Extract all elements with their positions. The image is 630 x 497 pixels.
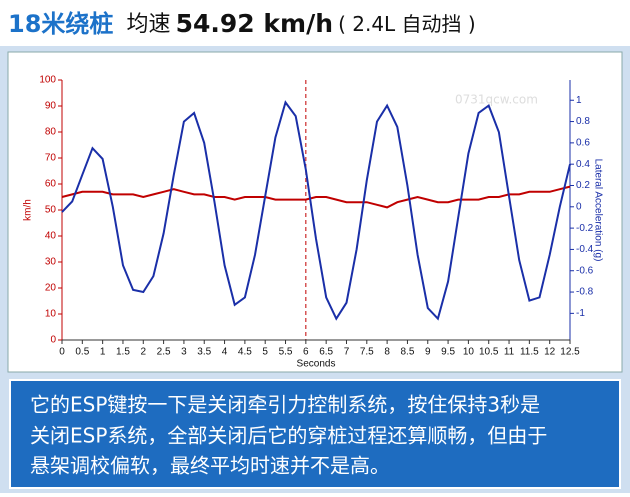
x-tick-label: 2.5 — [157, 347, 171, 358]
caption-box — [9, 379, 621, 489]
y2-tick-label: 1 — [576, 95, 582, 106]
header-spec: ( 2.4L 自动挡 ) — [338, 12, 476, 36]
x-tick-label: 8.5 — [400, 347, 414, 358]
header-speed: 54.92 km/h — [176, 9, 333, 38]
watermark: 0731qcw.com — [455, 93, 538, 107]
y2-tick-label: -1 — [576, 308, 585, 319]
x-tick-label: 7 — [344, 347, 350, 358]
x-tick-label: 5.5 — [279, 347, 293, 358]
x-tick-label: 11 — [504, 347, 515, 358]
y-tick-label: 50 — [45, 205, 57, 216]
x-tick-label: 1 — [100, 347, 106, 358]
x-tick-label: 7.5 — [360, 347, 374, 358]
header: 18米绕桩 均速 54.92 km/h ( 2.4L 自动挡 ) — [8, 9, 476, 38]
y2-axis-label: Lateral Acceleration (g) — [592, 159, 603, 262]
y-tick-label: 30 — [45, 257, 57, 268]
y2-tick-label: -0.4 — [576, 244, 594, 255]
y2-tick-label: 0.2 — [576, 180, 590, 191]
y-tick-label: 10 — [45, 309, 57, 320]
series-line — [61, 185, 571, 209]
x-tick-label: 6.5 — [319, 347, 333, 358]
series-line — [61, 100, 571, 321]
x-tick-label: 4 — [222, 347, 228, 358]
x-tick-label: 9.5 — [441, 347, 455, 358]
y-tick-label: 80 — [45, 127, 57, 138]
x-tick-label: 1.5 — [116, 347, 130, 358]
caption-line: 关闭ESP系统，全部关闭后它的穿桩过程还算顺畅，但由于 — [30, 424, 547, 448]
y2-tick-label: -0.6 — [576, 265, 594, 276]
y-tick-label: 70 — [45, 153, 57, 164]
y2-tick-label: 0.8 — [576, 116, 590, 127]
y2-tick-label: -0.2 — [576, 223, 594, 234]
x-tick-label: 3 — [181, 347, 187, 358]
header-label: 均速 — [127, 12, 171, 37]
x-tick-label: 6 — [303, 347, 309, 358]
y2-tick-label: 0.4 — [576, 159, 590, 170]
y-tick-label: 0 — [50, 335, 56, 346]
x-tick-label: 12.5 — [560, 347, 580, 358]
y-tick-label: 20 — [45, 283, 57, 294]
x-tick-label: 11.5 — [520, 347, 539, 358]
x-tick-label: 0 — [59, 347, 65, 358]
header-title: 18米绕桩 — [8, 10, 113, 38]
x-tick-label: 2 — [140, 347, 146, 358]
x-axis-label: Seconds — [297, 359, 336, 370]
x-tick-label: 12 — [544, 347, 556, 358]
x-tick-label: 10 — [463, 347, 475, 358]
x-tick-label: 5 — [262, 347, 268, 358]
y-tick-label: 90 — [45, 101, 57, 112]
y-axis-label: km/h — [23, 199, 34, 221]
y2-tick-label: 0.6 — [576, 138, 590, 149]
x-tick-label: 8 — [384, 347, 390, 358]
y-tick-label: 100 — [39, 75, 56, 86]
y2-tick-label: 0 — [576, 201, 582, 212]
y-tick-label: 60 — [45, 179, 57, 190]
x-tick-label: 10.5 — [479, 347, 499, 358]
x-tick-label: 0.5 — [75, 347, 89, 358]
x-tick-label: 3.5 — [197, 347, 211, 358]
x-tick-label: 9 — [425, 347, 431, 358]
x-tick-label: 4.5 — [238, 347, 252, 358]
caption-line: 它的ESP键按一下是关闭牵引力控制系统，按住保持3秒是 — [30, 393, 540, 417]
y-tick-label: 40 — [45, 231, 57, 242]
chart-panel — [7, 51, 623, 373]
caption-line: 悬架调校偏软，最终平均时速并不是高。 — [30, 454, 390, 478]
y2-tick-label: -0.8 — [576, 287, 594, 298]
